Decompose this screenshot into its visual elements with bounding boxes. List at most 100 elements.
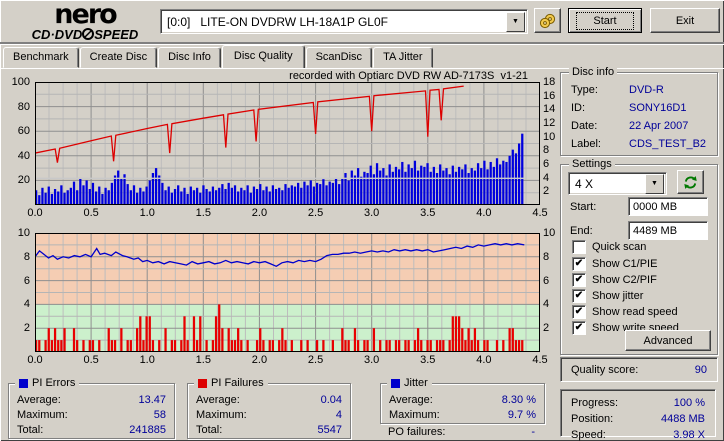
checkbox-icon[interactable]	[572, 240, 586, 254]
checkbox-show-jitter[interactable]: ✔ Show jitter	[572, 289, 643, 303]
chart-title: recorded with Optiarc DVD RW AD-7173S v1…	[289, 70, 528, 82]
jitter-stat-row: Maximum: 9.7 %	[389, 409, 536, 421]
drive-selector[interactable]: [0:0] LITE-ON DVDRW LH-18A1P GL0F ▼	[160, 9, 528, 34]
x-tick-label: 3.5	[420, 354, 436, 366]
logo-nero-text: nero	[54, 0, 117, 30]
chart2-x-axis: 0.0 0.5 1.0 1.5 2.0 2.5 3.0 3.5 4.0 4.5	[27, 354, 555, 366]
disc-info-row: Type: DVD-R	[571, 84, 664, 96]
x-tick-label: 4.0	[476, 207, 492, 219]
tab-benchmark[interactable]: Benchmark	[3, 47, 79, 68]
quality-score-label: Quality score:	[571, 363, 639, 376]
pif-jitter-chart	[35, 233, 540, 352]
discs-icon	[539, 13, 555, 28]
drive-selector-value: [0:0] LITE-ON DVDRW LH-18A1P GL0F	[167, 14, 388, 29]
exit-button[interactable]: Exit	[650, 8, 720, 33]
checkbox-icon[interactable]: ✔	[572, 257, 586, 271]
tab-scandisc[interactable]: ScanDisc	[305, 47, 373, 68]
x-tick-label: 2.0	[251, 354, 268, 366]
x-tick-label: 4.0	[476, 354, 492, 366]
tab-create-disc[interactable]: Create Disc	[79, 47, 158, 68]
checkbox-icon[interactable]: ✔	[572, 305, 586, 319]
tab-bar: Benchmark Create Disc Disc Info Disc Qualit…	[3, 45, 721, 68]
y-tick-label: 40	[17, 149, 30, 162]
checkbox-icon[interactable]: ✔	[572, 321, 586, 335]
pi-failures-stat-row: Maximum: 4	[196, 409, 342, 421]
pi-failures-stat-row: Average: 0.04	[196, 394, 342, 406]
pi-failures-title: PI Failures	[211, 377, 264, 389]
y-tick-label: 14	[543, 103, 556, 116]
progress-stat-row: Speed: 3.98 X	[571, 429, 705, 441]
pi-errors-stats-box: PI Errors Average: 13.47 Maximum: 58 Total: 2…	[8, 377, 175, 439]
y-tick-label: 4	[543, 298, 550, 311]
checkbox-quick-scan[interactable]: Quick scan	[572, 240, 646, 254]
disc-info-title: Disc info	[569, 66, 618, 79]
quality-score-value: 90	[694, 363, 707, 376]
tab-disc-info[interactable]: Disc Info	[158, 47, 221, 68]
y-tick-label: 6	[543, 274, 550, 287]
po-failures-label: PO failures:	[388, 426, 446, 438]
y-tick-label: 8	[23, 250, 30, 263]
x-tick-label: 4.5	[532, 207, 548, 219]
pi-failures-stat-row: Total: 5547	[196, 424, 342, 436]
checkbox-show-c2-pif[interactable]: ✔ Show C2/PIF	[572, 273, 657, 287]
start-button[interactable]: Start	[568, 8, 642, 33]
checkbox-label: Show C2/PIF	[592, 274, 657, 286]
pi-errors-stat-row: Total: 241885	[17, 424, 166, 436]
settings-group: Settings	[560, 158, 718, 355]
eject-disc-button[interactable]	[534, 8, 561, 33]
y-tick-label: 2	[543, 185, 550, 198]
x-tick-label: 2.0	[251, 207, 268, 219]
x-tick-label: 3.0	[364, 354, 380, 366]
tab-disc-quality[interactable]: Disc Quality	[221, 45, 305, 68]
chevron-down-icon[interactable]: ▼	[506, 11, 525, 32]
x-tick-label: 0.5	[83, 207, 99, 219]
disc-info-row: Label: CDS_TEST_B2	[571, 138, 707, 150]
exit-button-label: Exit	[675, 14, 695, 27]
end-position-input[interactable]	[628, 221, 708, 240]
checkbox-icon[interactable]: ✔	[572, 289, 586, 303]
y-tick-label: 20	[17, 174, 30, 187]
advanced-button[interactable]: Advanced	[625, 330, 711, 351]
chevron-down-icon[interactable]: ▼	[645, 173, 664, 194]
header-separator	[0, 42, 724, 45]
checkbox-label: Show read speed	[592, 306, 678, 318]
y-tick-label: 4	[23, 298, 30, 311]
nero-cd-dvd-speed-logo: nero CD·DVD SPEED	[10, 1, 160, 41]
jitter-stats-box: Jitter Average: 8.30 % Maximum: 9.7 %	[380, 377, 545, 424]
y-tick-label: 18	[543, 76, 556, 88]
tab-ta-jitter[interactable]: TA Jitter	[373, 47, 433, 68]
y-tick-label: 6	[543, 158, 550, 170]
x-tick-label: 0.0	[27, 354, 43, 366]
chart2-right-axis: 10 8 6 4 2	[543, 227, 563, 352]
disc-icon	[82, 28, 95, 40]
start-button-label: Start	[576, 11, 634, 30]
pi-errors-title: PI Errors	[32, 377, 76, 389]
refresh-button[interactable]	[677, 170, 704, 194]
checkbox-show-read-speed[interactable]: ✔ Show read speed	[572, 305, 678, 319]
checkbox-icon[interactable]: ✔	[572, 273, 586, 287]
scan-speed-select[interactable]: 4 X ▼	[568, 172, 667, 195]
x-tick-label: 1.5	[195, 207, 211, 219]
checkbox-show-c1-pie[interactable]: ✔ Show C1/PIE	[572, 257, 657, 271]
y-tick-label: 8	[543, 250, 550, 263]
jitter-title: Jitter	[404, 377, 428, 389]
jitter-stat-row: Average: 8.30 %	[389, 394, 536, 406]
y-tick-label: 12	[543, 117, 556, 129]
disc-info-group: Disc info Type: DVD-R ID: SONY16D1 Date: 22 A…	[560, 66, 718, 156]
pi-errors-speed-chart	[35, 82, 540, 205]
y-tick-label: 80	[17, 100, 30, 113]
chart1-x-axis: 0.0 0.5 1.0 1.5 2.0 2.5 3.0 3.5 4.0 4.5	[27, 207, 555, 219]
y-tick-label: 16	[543, 89, 556, 102]
y-tick-label: 100	[11, 76, 30, 88]
start-position-input[interactable]	[628, 197, 708, 216]
scan-speed-value: 4 X	[575, 176, 594, 191]
jitter-swatch	[391, 379, 400, 388]
disc-info-row: ID: SONY16D1	[571, 102, 687, 114]
y-tick-label: 2	[23, 322, 30, 335]
settings-title: Settings	[569, 158, 615, 171]
disc-info-row: Date: 22 Apr 2007	[571, 120, 689, 132]
progress-box: Progress: 100 % Position: 4488 MB Speed: 3.98…	[560, 389, 716, 441]
po-failures-row: PO failures: -	[388, 425, 535, 440]
pi-failures-swatch	[198, 379, 207, 388]
